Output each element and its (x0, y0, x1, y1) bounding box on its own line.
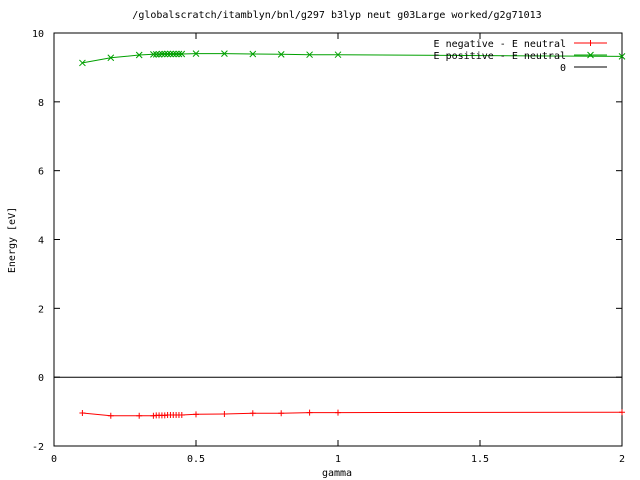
data-point (587, 40, 594, 46)
data-point (277, 50, 285, 58)
data-point (136, 412, 143, 419)
data-point (135, 51, 143, 59)
data-point (193, 411, 199, 418)
data-point (221, 410, 228, 417)
data-point (79, 409, 86, 416)
x-axis-label: gamma (322, 468, 352, 479)
data-point (334, 51, 342, 59)
data-point (150, 50, 157, 58)
data-point (192, 50, 200, 58)
x-tick-label: 1.5 (471, 454, 489, 465)
x-tick-label: 0.5 (187, 454, 205, 465)
data-point (306, 409, 313, 416)
data-point (107, 54, 115, 62)
data-point (618, 53, 626, 60)
data-point (172, 50, 180, 58)
data-point (107, 412, 114, 419)
y-tick-label: 10 (32, 29, 44, 40)
legend-label: 0 (560, 63, 566, 74)
data-point (306, 51, 313, 59)
data-point (619, 409, 625, 416)
y-tick-label: 4 (38, 236, 44, 247)
data-point (249, 50, 257, 58)
y-tick-label: 6 (38, 167, 44, 178)
data-point (221, 50, 228, 58)
legend-label: E positive - E neutral (434, 51, 566, 62)
data-point (175, 50, 183, 58)
data-point (249, 410, 256, 417)
series-0 (79, 409, 625, 419)
data-point (169, 50, 177, 58)
axes: 0 0.5 1 1.5 2 -2 0 2 4 6 8 10 (32, 29, 625, 465)
data-point (158, 50, 166, 58)
series-1 (79, 50, 626, 67)
y-tick-label: 0 (38, 373, 44, 384)
x-tick-label: 2 (619, 454, 625, 465)
y-tick-label: 2 (38, 304, 44, 315)
data-point (178, 412, 185, 419)
plot-frame (53, 32, 623, 447)
y-tick-label: -2 (32, 442, 44, 453)
y-tick-label: 8 (38, 98, 44, 109)
data-point (155, 50, 163, 58)
x-tick-label: 0 (51, 454, 57, 465)
chart-title: /globalscratch/itamblyn/bnl/g297 b3lyp n… (132, 10, 541, 21)
y-axis-label: Energy [eV] (7, 207, 18, 273)
data-point (79, 59, 86, 67)
data-point (278, 410, 285, 417)
data-point (164, 50, 171, 58)
series-layer (54, 50, 626, 419)
x-tick-label: 1 (335, 454, 341, 465)
data-point (167, 50, 174, 58)
data-point (161, 50, 169, 58)
data-point (587, 51, 594, 59)
legend-label: E negative - E neutral (434, 39, 566, 50)
data-point (152, 50, 160, 58)
data-point (178, 50, 186, 58)
data-point (335, 409, 341, 416)
